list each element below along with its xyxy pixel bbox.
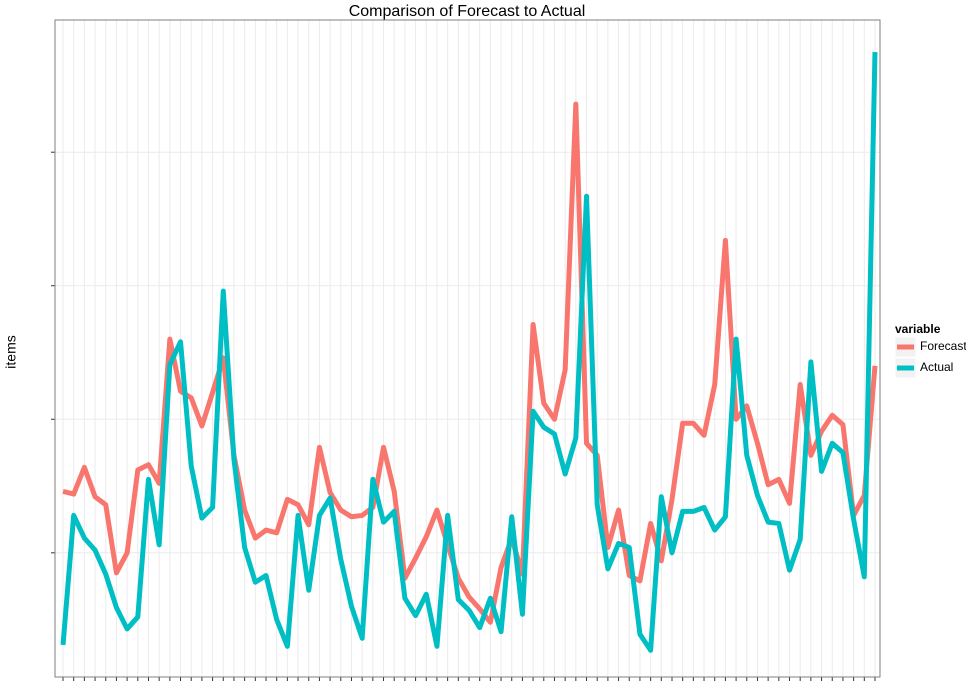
legend-label: Forecast: [920, 339, 966, 353]
chart-title: Comparison of Forecast to Actual: [349, 3, 586, 20]
plot-background: [55, 20, 880, 677]
legend-label: Actual: [920, 360, 953, 374]
plot-border: [54, 19, 881, 678]
legend: variable Forecast Actual: [894, 322, 966, 379]
plot-area: [51, 19, 881, 681]
legend-title: variable: [895, 322, 941, 336]
y-axis-label: items: [3, 335, 19, 368]
series-line: [62, 101, 878, 625]
series-line: [60, 51, 878, 653]
